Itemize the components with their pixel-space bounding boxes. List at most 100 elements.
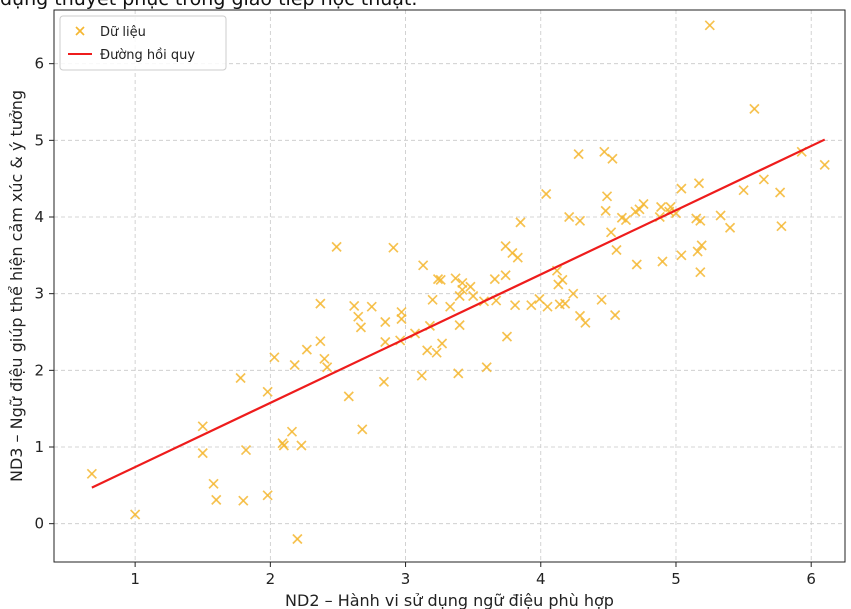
data-point (512, 252, 523, 263)
data-point (355, 322, 367, 333)
data-point (86, 468, 97, 479)
regression-line-group (91, 138, 826, 489)
data-point-stroke (489, 273, 500, 285)
y-tick-label: 1 (34, 438, 44, 456)
data-point (696, 240, 707, 251)
data-point (638, 198, 649, 210)
data-point-stroke (657, 256, 668, 267)
data-point-stroke (715, 210, 726, 221)
data-point (380, 336, 391, 348)
data-point-stroke (695, 267, 706, 278)
data-point-stroke (465, 281, 476, 292)
data-point-stroke (695, 215, 706, 226)
data-point (724, 222, 736, 233)
data-point (331, 241, 342, 253)
data-point (489, 273, 500, 285)
data-point-stroke (507, 247, 518, 259)
data-point (596, 294, 607, 305)
data-point-stroke (534, 293, 545, 305)
data-point (774, 187, 786, 198)
scatter-points (86, 20, 830, 545)
data-point-stroke (454, 290, 465, 302)
data-point (450, 273, 461, 284)
data-point-stroke (500, 241, 511, 252)
data-point-stroke (380, 316, 391, 328)
data-point (676, 183, 687, 194)
data-point (286, 426, 298, 437)
page-title: dụng thuyết phục trong giao tiếp học thu… (0, 0, 417, 10)
data-point (240, 444, 252, 456)
legend-marker-stroke (75, 26, 85, 36)
data-point-stroke (457, 277, 468, 289)
data-point-stroke (315, 298, 326, 309)
data-point-stroke (542, 301, 553, 312)
data-point (776, 221, 787, 232)
data-point-stroke (631, 259, 642, 270)
data-point (749, 103, 760, 115)
data-point (557, 274, 568, 285)
regression-line (91, 138, 826, 489)
data-point-stroke (289, 359, 300, 371)
data-point (542, 301, 553, 312)
data-point (197, 448, 208, 459)
data-point (315, 298, 326, 309)
data-point (610, 310, 621, 321)
data-point-stroke (366, 301, 377, 312)
data-point (500, 270, 511, 281)
data-point (580, 317, 591, 328)
data-point-stroke (599, 146, 610, 157)
data-point-stroke (656, 201, 667, 213)
data-point (457, 277, 468, 289)
data-point (526, 300, 537, 311)
x-tick-label: 3 (401, 570, 411, 588)
data-point (599, 146, 610, 157)
data-point-stroke (262, 490, 273, 501)
data-point-stroke (416, 370, 427, 381)
data-point-stroke (481, 362, 492, 373)
data-point (568, 288, 579, 299)
data-point (435, 274, 446, 285)
data-point-stroke (432, 273, 444, 285)
y-tick-label: 5 (34, 131, 44, 149)
data-point-stroke (453, 368, 464, 379)
data-point-stroke (557, 274, 568, 285)
data-point-stroke (611, 244, 622, 256)
data-point (631, 259, 642, 270)
data-point (380, 316, 391, 328)
data-point-stroke (240, 444, 252, 456)
data-point-stroke (435, 274, 446, 285)
data-point (418, 260, 429, 271)
data-point (289, 359, 300, 371)
x-tick-label: 4 (536, 570, 546, 588)
data-point-stroke (262, 386, 273, 397)
data-point-stroke (693, 178, 705, 189)
data-point-stroke (450, 273, 461, 284)
data-point (574, 310, 586, 322)
data-point-stroke (634, 204, 645, 215)
data-point (600, 205, 611, 216)
x-axis-label: ND2 – Hành vi sử dụng ngữ điệu phù hợp (285, 591, 614, 609)
data-point (422, 345, 433, 356)
data-point (349, 300, 360, 312)
data-point-stroke (610, 310, 621, 321)
data-point-stroke (501, 331, 513, 342)
data-point-stroke (197, 448, 208, 459)
data-point-stroke (418, 260, 429, 271)
y-tick-label: 6 (34, 55, 44, 73)
data-point-stroke (607, 153, 618, 164)
data-point (534, 293, 545, 305)
data-point-stroke (573, 149, 584, 160)
data-point (738, 185, 749, 196)
data-point-stroke (130, 509, 141, 520)
data-point (468, 290, 479, 302)
plot-frame (53, 9, 846, 563)
data-point (269, 352, 280, 363)
data-point-stroke (738, 185, 749, 196)
data-point (322, 362, 333, 373)
data-point (692, 246, 703, 257)
y-tick-label: 3 (34, 285, 44, 303)
data-point-stroke (696, 240, 707, 251)
data-point-stroke (580, 317, 591, 328)
data-point-stroke (638, 198, 649, 210)
data-point-stroke (343, 391, 354, 402)
